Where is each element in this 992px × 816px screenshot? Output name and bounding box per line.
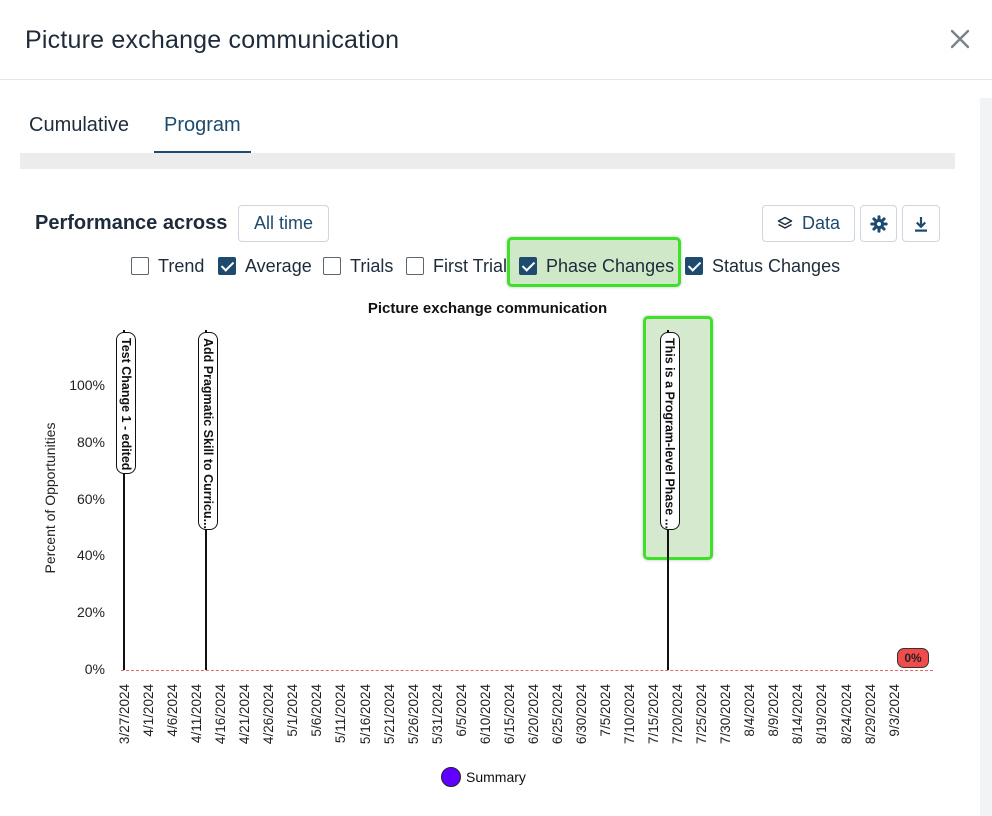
checkbox-icon bbox=[131, 257, 149, 275]
y-tick-label: 20% bbox=[76, 604, 105, 621]
x-tick-label: 5/11/2024 bbox=[333, 684, 349, 744]
checkbox-checked-icon bbox=[218, 257, 236, 275]
status-changes-checkbox[interactable]: Status Changes bbox=[685, 255, 840, 277]
legend-item-summary[interactable]: Summary bbox=[441, 765, 526, 789]
x-tick-label: 5/16/2024 bbox=[357, 684, 373, 745]
x-tick-label: 5/6/2024 bbox=[309, 684, 325, 737]
x-tick-label: 5/1/2024 bbox=[285, 684, 301, 737]
x-tick-label: 8/24/2024 bbox=[838, 684, 854, 745]
phase-change-line bbox=[123, 330, 125, 670]
checkbox-checked-icon bbox=[685, 257, 703, 275]
x-tick-label: 7/15/2024 bbox=[646, 684, 662, 745]
layers-icon bbox=[777, 216, 793, 232]
chart-title: Picture exchange communication bbox=[367, 300, 608, 317]
x-tick-label: 8/14/2024 bbox=[790, 684, 806, 745]
series-toggles: Trend Average Trials First Trial Phase C… bbox=[0, 255, 992, 277]
x-tick-label: 6/30/2024 bbox=[573, 684, 589, 745]
checkbox-icon bbox=[406, 257, 424, 275]
download-icon bbox=[913, 215, 929, 233]
x-tick-label: 5/26/2024 bbox=[405, 684, 421, 745]
checkbox-icon bbox=[323, 257, 341, 275]
download-button[interactable] bbox=[902, 205, 940, 242]
x-tick-label: 7/25/2024 bbox=[694, 684, 710, 745]
x-tick-label: 8/4/2024 bbox=[742, 684, 758, 737]
x-tick-label: 7/30/2024 bbox=[718, 684, 734, 745]
divider-band bbox=[20, 153, 955, 169]
modal-header: Picture exchange communication bbox=[0, 0, 992, 80]
x-tick-label: 4/1/2024 bbox=[141, 684, 157, 737]
phase-change-label[interactable]: This is a Program-level Phase ... bbox=[659, 332, 680, 530]
legend-dot-icon bbox=[441, 767, 461, 787]
y-tick-label: 40% bbox=[76, 547, 105, 564]
x-tick-label: 8/19/2024 bbox=[814, 684, 830, 745]
phase-change-label[interactable]: Test Change 1 - edited bbox=[116, 332, 136, 474]
x-tick-label: 4/6/2024 bbox=[165, 684, 181, 737]
x-tick-label: 7/10/2024 bbox=[622, 684, 638, 745]
zero-baseline bbox=[121, 670, 933, 671]
first-trial-label: First Trial bbox=[433, 255, 507, 276]
tab-program[interactable]: Program bbox=[164, 114, 241, 136]
modal-title: Picture exchange communication bbox=[25, 26, 400, 54]
phase-changes-label: Phase Changes bbox=[546, 255, 675, 276]
x-tick-label: 5/31/2024 bbox=[429, 684, 445, 745]
x-tick-label: 6/15/2024 bbox=[501, 684, 517, 745]
tab-bar: Cumulative Program bbox=[20, 100, 955, 153]
trials-checkbox[interactable]: Trials bbox=[323, 255, 393, 277]
gear-icon bbox=[869, 214, 888, 233]
legend-label: Summary bbox=[466, 769, 526, 785]
x-tick-label: 6/5/2024 bbox=[453, 684, 469, 737]
average-checkbox[interactable]: Average bbox=[218, 255, 312, 277]
x-tick-label: 8/9/2024 bbox=[766, 684, 782, 737]
y-tick-label: 0% bbox=[84, 661, 105, 677]
scrollbar[interactable] bbox=[980, 98, 992, 816]
x-tick-label: 5/21/2024 bbox=[381, 684, 397, 745]
x-tick-label: 4/11/2024 bbox=[189, 684, 205, 744]
trend-label: Trend bbox=[158, 255, 205, 276]
status-changes-label: Status Changes bbox=[712, 255, 841, 276]
phase-changes-checkbox[interactable]: Phase Changes bbox=[519, 255, 674, 277]
trials-label: Trials bbox=[350, 255, 394, 276]
data-point-label: 0% bbox=[897, 648, 929, 668]
range-button[interactable]: All time bbox=[238, 205, 329, 242]
first-trial-checkbox[interactable]: First Trial bbox=[406, 255, 507, 277]
x-tick-label: 4/21/2024 bbox=[237, 684, 253, 745]
x-tick-label: 7/20/2024 bbox=[670, 684, 686, 745]
trend-checkbox[interactable]: Trend bbox=[131, 255, 204, 277]
tab-cumulative[interactable]: Cumulative bbox=[29, 114, 130, 136]
x-tick-label: 4/16/2024 bbox=[213, 684, 229, 745]
checkbox-checked-icon bbox=[519, 257, 537, 275]
x-tick-label: 9/3/2024 bbox=[886, 684, 902, 737]
x-tick-label: 3/27/2024 bbox=[117, 684, 132, 745]
x-tick-label: 6/25/2024 bbox=[549, 684, 565, 745]
average-label: Average bbox=[245, 255, 312, 276]
x-tick-label: 8/29/2024 bbox=[862, 684, 878, 745]
x-tick-label: 7/5/2024 bbox=[598, 684, 613, 737]
x-tick-label: 6/10/2024 bbox=[477, 684, 493, 745]
data-button-label: Data bbox=[801, 213, 841, 233]
data-button[interactable]: Data bbox=[762, 205, 855, 242]
close-icon[interactable] bbox=[948, 26, 972, 52]
y-tick-label: 100% bbox=[69, 377, 105, 393]
x-tick-label: 4/26/2024 bbox=[261, 684, 277, 745]
active-tab-indicator bbox=[154, 151, 251, 153]
settings-button[interactable] bbox=[860, 205, 897, 242]
performance-label: Performance across bbox=[35, 212, 228, 234]
x-tick-label: 6/20/2024 bbox=[525, 684, 541, 745]
y-tick-label: 60% bbox=[76, 490, 105, 507]
phase-change-label[interactable]: Add Pragmatic Skill to Curricu... bbox=[197, 332, 218, 530]
y-tick-label: 80% bbox=[76, 433, 105, 450]
